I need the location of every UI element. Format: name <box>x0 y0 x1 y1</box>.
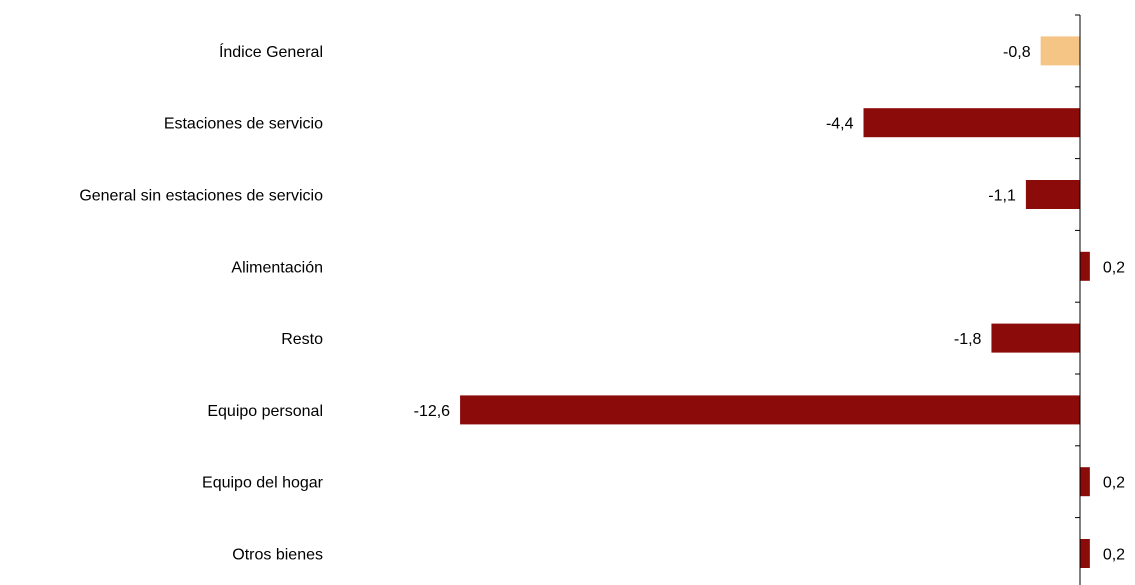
data-label: -12,6 <box>414 403 451 420</box>
category-label: Resto <box>281 331 323 348</box>
bar <box>460 395 1081 425</box>
data-label: 0,2 <box>1103 475 1125 492</box>
bar <box>1080 467 1090 497</box>
bar <box>1080 251 1090 281</box>
data-label: -1,8 <box>954 331 982 348</box>
category-label: Equipo personal <box>207 403 323 420</box>
data-label: 0,2 <box>1103 547 1125 564</box>
bar <box>1025 180 1080 209</box>
labels-group: Índice General -0,8 Estaciones de servicio… <box>79 42 1125 564</box>
data-label: -0,8 <box>1003 44 1031 61</box>
data-label: -1,1 <box>988 188 1016 205</box>
category-label: Otros bienes <box>232 547 323 564</box>
axis-group <box>1075 14 1081 585</box>
bar <box>863 108 1080 138</box>
bar <box>1040 36 1080 66</box>
bars-group <box>460 36 1090 568</box>
bar <box>1080 539 1090 568</box>
category-label: Alimentación <box>231 259 323 276</box>
category-label: Estaciones de servicio <box>164 116 323 133</box>
category-label: General sin estaciones de servicio <box>79 188 323 205</box>
data-label: -4,4 <box>826 116 854 133</box>
data-label: 0,2 <box>1103 259 1125 276</box>
category-label: Índice General <box>219 42 323 61</box>
bar <box>991 323 1080 353</box>
category-label: Equipo del hogar <box>202 475 324 492</box>
